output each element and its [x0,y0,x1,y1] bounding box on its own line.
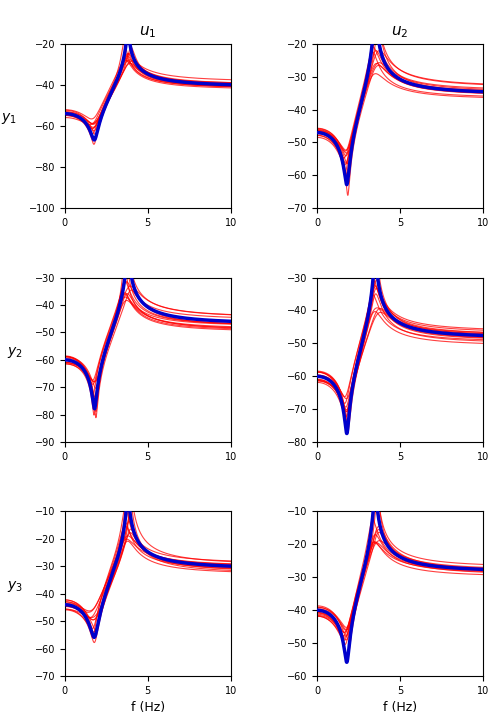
Y-axis label: $y_1$: $y_1$ [1,111,17,126]
X-axis label: f (Hz): f (Hz) [130,702,165,715]
Title: $u_1$: $u_1$ [139,24,156,40]
Title: $u_2$: $u_2$ [391,24,409,40]
X-axis label: f (Hz): f (Hz) [383,702,417,715]
Y-axis label: $y_2$: $y_2$ [7,345,23,360]
Y-axis label: $y_3$: $y_3$ [7,579,23,594]
